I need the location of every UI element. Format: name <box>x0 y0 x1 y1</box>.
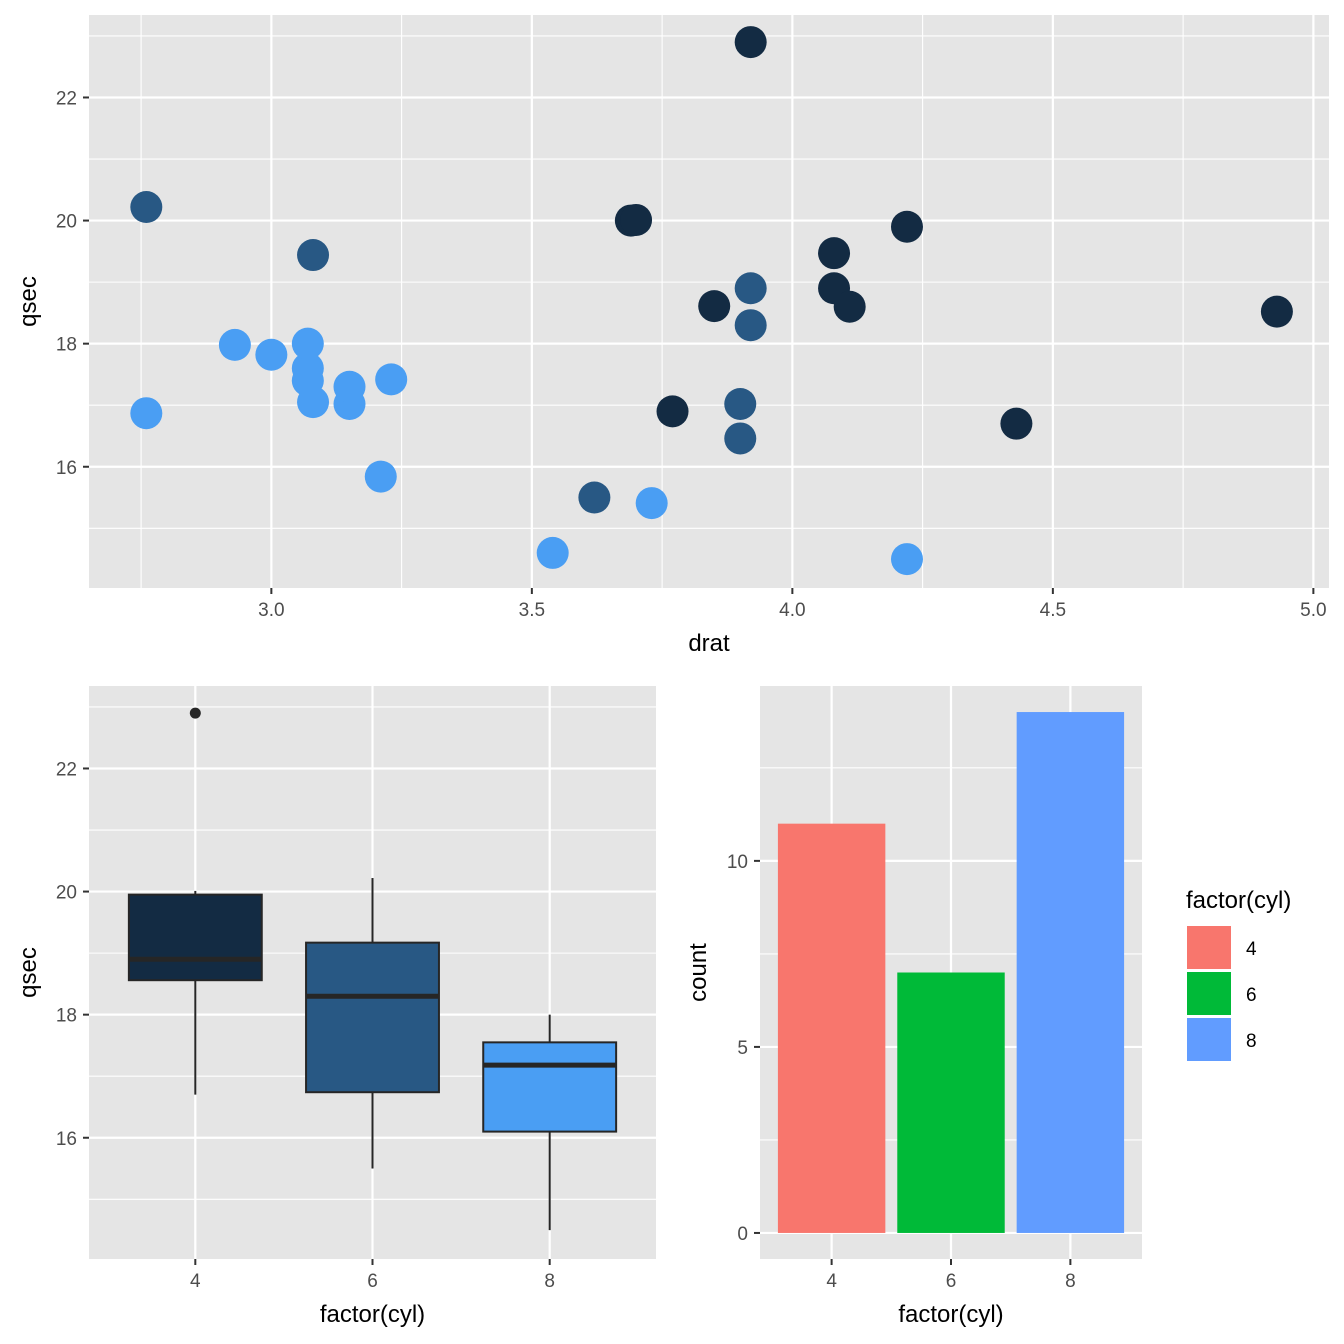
y-tick-label: 5 <box>737 1038 748 1059</box>
data-point <box>890 210 923 243</box>
legend-key-swatch <box>1187 972 1231 1015</box>
data-point <box>656 395 689 428</box>
legend-key-swatch <box>1187 926 1231 969</box>
y-tick-label: 16 <box>56 1129 77 1150</box>
legend-key-swatch <box>1187 1018 1231 1061</box>
data-point <box>890 543 923 576</box>
data-point <box>291 327 324 360</box>
data-point <box>130 397 163 430</box>
x-axis-title: drat <box>688 630 730 657</box>
legend-key-label: 6 <box>1246 985 1257 1006</box>
data-point <box>578 481 611 514</box>
data-point <box>255 338 288 371</box>
legend-title: factor(cyl) <box>1186 887 1291 914</box>
data-point <box>620 203 653 236</box>
x-tick-label: 6 <box>367 1271 378 1292</box>
x-tick-label: 8 <box>544 1271 555 1292</box>
data-point <box>291 352 324 385</box>
data-point <box>1260 295 1293 328</box>
y-tick-label: 10 <box>727 852 748 873</box>
data-point <box>218 328 251 361</box>
data-point <box>833 290 866 323</box>
box-iqr <box>127 893 263 982</box>
data-point <box>734 309 767 342</box>
data-point <box>734 26 767 59</box>
x-tick-label: 6 <box>946 1271 957 1292</box>
data-point <box>297 239 330 272</box>
legend-key-label: 8 <box>1246 1031 1257 1052</box>
y-tick-label: 18 <box>56 335 77 356</box>
y-tick-label: 20 <box>56 212 77 233</box>
y-tick-label: 18 <box>56 1006 77 1027</box>
data-point <box>635 487 668 520</box>
data-point <box>724 387 757 420</box>
scatter-plot: 3.0 3.5 4.0 4.5 5.0 16 18 20 22 drat qsec <box>15 15 1329 657</box>
y-tick-label: 20 <box>56 883 77 904</box>
x-tick-label: 3.0 <box>258 600 284 621</box>
data-point <box>1000 407 1033 440</box>
y-axis-title: qsec <box>15 947 42 998</box>
data-point <box>130 191 163 224</box>
bar-chart: 0 5 10 4 6 8 factor(cyl) count factor(cyl) 4 6 8 <box>685 686 1291 1328</box>
data-point <box>818 237 851 270</box>
y-axis-title: qsec <box>15 276 42 327</box>
bar-8 <box>1016 712 1125 1233</box>
y-axis-title: count <box>685 943 712 1002</box>
x-tick-label: 3.5 <box>519 600 545 621</box>
outlier-point <box>189 707 201 719</box>
data-point <box>297 386 330 419</box>
x-tick-label: 4 <box>190 1271 201 1292</box>
data-point <box>333 370 366 403</box>
y-tick-label: 22 <box>56 759 77 780</box>
box-iqr <box>305 941 440 1094</box>
bar-6 <box>897 972 1005 1233</box>
y-tick-label: 22 <box>56 88 77 109</box>
data-point <box>375 363 408 396</box>
data-point <box>698 290 731 323</box>
data-point <box>536 536 569 569</box>
data-point <box>724 422 757 455</box>
box-plot: 16 18 20 22 4 6 8 factor(cyl) qsec <box>15 686 656 1328</box>
x-tick-label: 5.0 <box>1300 600 1326 621</box>
box-iqr <box>482 1041 618 1133</box>
x-tick-label: 4.0 <box>779 600 805 621</box>
x-axis-title: factor(cyl) <box>320 1301 425 1328</box>
bar-4 <box>777 823 886 1233</box>
legend: factor(cyl) 4 6 8 <box>1186 887 1291 1061</box>
x-tick-label: 4.5 <box>1040 600 1066 621</box>
x-tick-label: 4 <box>826 1271 837 1292</box>
x-tick-label: 8 <box>1065 1271 1076 1292</box>
data-point <box>734 272 767 305</box>
y-tick-label: 0 <box>737 1224 748 1245</box>
y-tick-label: 16 <box>56 458 77 479</box>
legend-key-label: 4 <box>1246 939 1257 960</box>
x-axis-title: factor(cyl) <box>898 1301 1003 1328</box>
data-point <box>364 460 397 493</box>
